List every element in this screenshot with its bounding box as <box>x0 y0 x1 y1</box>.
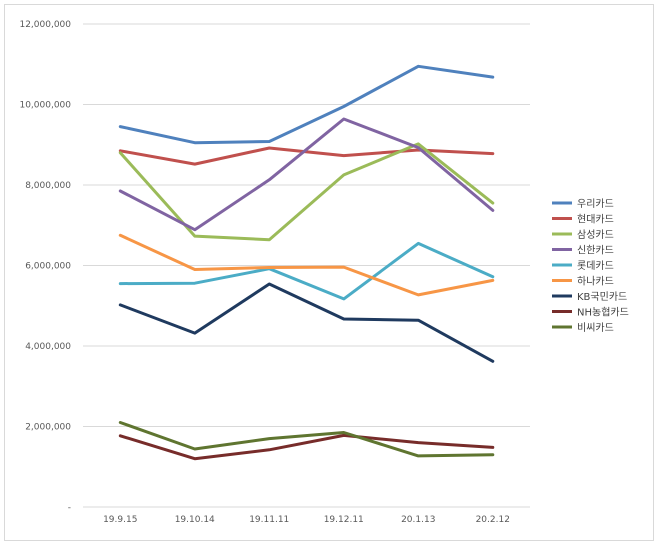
series-line <box>118 146 495 166</box>
x-tick-label: 19.9.15 <box>103 515 137 525</box>
y-tick-label: 6,000,000 <box>25 262 71 272</box>
x-tick-label: 20.1.13 <box>401 515 435 525</box>
y-tick-label: 10,000,000 <box>19 101 71 111</box>
legend-label: 비씨카드 <box>577 322 614 334</box>
x-tick-label: 19.12.11 <box>324 515 364 525</box>
y-tick-label: - <box>68 503 71 513</box>
y-tick-label: 12,000,000 <box>19 20 71 30</box>
legend-label: 롯데카드 <box>577 260 614 272</box>
gridlines <box>83 23 530 508</box>
series-lines <box>118 64 495 461</box>
legend-label: 신한카드 <box>577 245 614 257</box>
legend-label: NH농협카드 <box>577 306 629 319</box>
series-line <box>118 64 495 145</box>
series-line <box>118 282 495 363</box>
legend-label: 하나카드 <box>577 275 614 288</box>
legend-label: 현대카드 <box>577 214 614 226</box>
y-tick-label: 2,000,000 <box>25 423 71 433</box>
chart-frame <box>4 4 654 541</box>
x-tick-label: 19.11.11 <box>249 515 289 525</box>
series-line <box>118 117 495 232</box>
legend-label: 우리카드 <box>577 198 614 210</box>
x-tick-label: 20.2.12 <box>476 515 510 525</box>
series-line <box>118 233 495 297</box>
legend-label: 삼성카드 <box>577 229 614 241</box>
y-axis: - 2,000,000 4,000,000 6,000,000 8,000,000 10,… <box>19 20 71 513</box>
series-line <box>118 433 495 461</box>
y-tick-label: 8,000,000 <box>25 181 71 191</box>
series-line <box>118 142 495 242</box>
x-axis: 19.9.15 19.10.14 19.11.11 19.12.11 20.1.13 20… <box>103 515 510 525</box>
legend-label: KB국민카드 <box>577 291 627 303</box>
y-tick-label: 4,000,000 <box>25 342 71 352</box>
x-tick-label: 19.10.14 <box>175 515 215 525</box>
series-line <box>118 241 495 301</box>
series-line <box>118 421 495 458</box>
